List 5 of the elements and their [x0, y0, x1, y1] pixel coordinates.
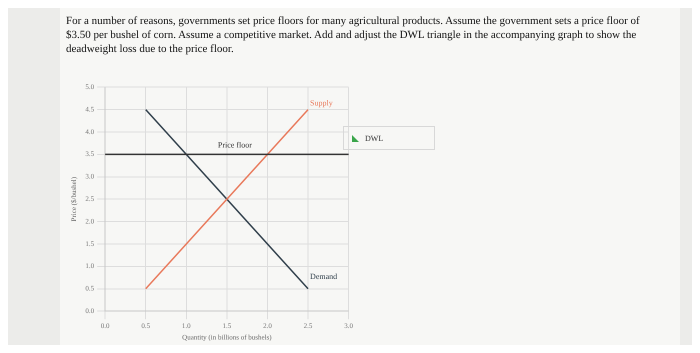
series-label: Demand: [310, 272, 338, 281]
series-label: Supply: [310, 98, 333, 108]
chart-title: For a number of reasons, governments set price floors for many agricultural products. Assume the government sets a price floor of $3.50 per bushel of corn. Assume a competitive market. Add and adjust the DWL triangle in the accompanying graph to show the deadweight loss due to the price floor.: [66, 14, 641, 56]
text: DWL: [365, 134, 384, 142]
ref-line-label: Price floor: [218, 140, 252, 150]
